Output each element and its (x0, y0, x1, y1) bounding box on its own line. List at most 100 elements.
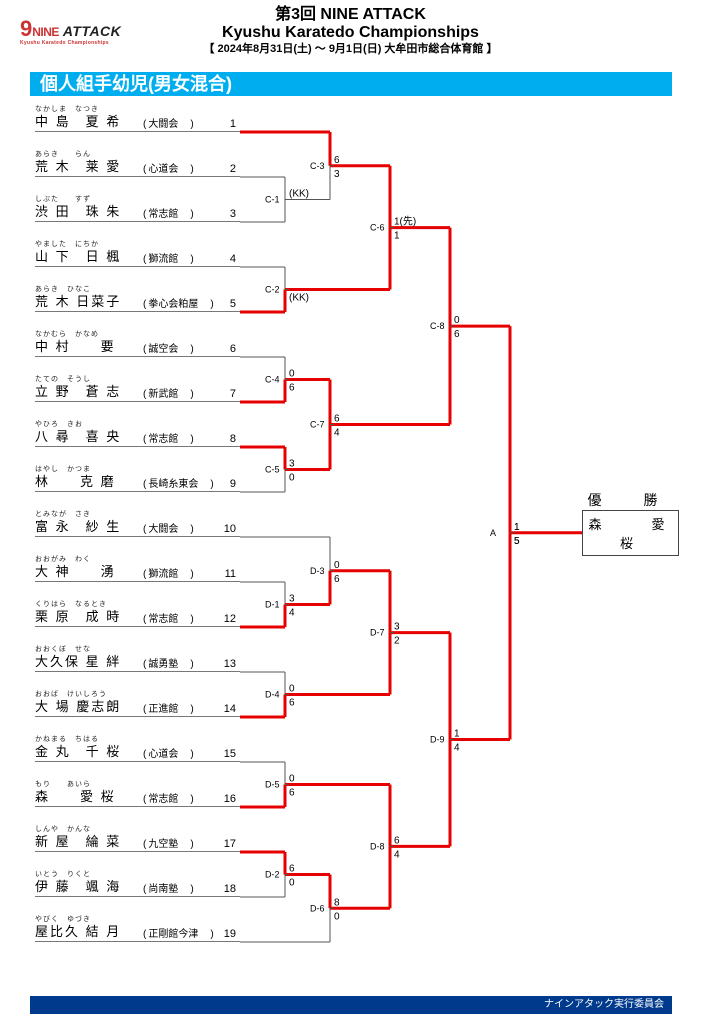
participant-seed: 17 (224, 838, 236, 850)
participant-row: もり あいら森 愛 桜常志館16 (35, 781, 240, 807)
participant-team: 拳心会粕屋 (143, 295, 214, 310)
svg-text:0: 0 (289, 369, 295, 380)
svg-text:6: 6 (394, 835, 400, 846)
participant-seed: 7 (230, 388, 236, 400)
svg-text:4: 4 (394, 849, 400, 860)
svg-text:D-3: D-3 (310, 566, 325, 576)
participant-name: 山 下 日 楓 (35, 246, 121, 265)
svg-text:0: 0 (454, 315, 460, 326)
participant-row: はやし かつま林 克 磨長崎糸東会9 (35, 466, 240, 492)
participant-name: 金 丸 千 桜 (35, 741, 121, 760)
svg-text:6: 6 (289, 788, 295, 799)
svg-text:5: 5 (514, 536, 520, 547)
svg-text:C-4: C-4 (265, 375, 280, 385)
participant-name: 大 場 慶志朗 (35, 696, 121, 715)
participant-name: 屋比久 結 月 (35, 921, 121, 940)
participant-row: かねまる ちはる金 丸 千 桜心道会15 (35, 736, 240, 762)
participant-seed: 14 (224, 703, 236, 715)
participant-row: おおば けいしろう大 場 慶志朗正進館14 (35, 691, 240, 717)
participant-seed: 13 (224, 658, 236, 670)
svg-text:6: 6 (289, 698, 295, 709)
svg-text:5: 5 (514, 536, 520, 547)
svg-text:6: 6 (289, 383, 295, 394)
svg-text:3: 3 (289, 459, 295, 470)
svg-text:A: A (490, 528, 496, 538)
participant-row: おおくぼ せな大久保 星 絆誠勇塾13 (35, 646, 240, 672)
participant-name: 八 尋 喜 央 (35, 426, 121, 445)
svg-text:6: 6 (334, 574, 340, 585)
svg-text:1: 1 (454, 729, 460, 740)
participant-seed: 11 (225, 568, 236, 580)
participant-row: やびく ゆづき屋比久 結 月正剛館今津19 (35, 916, 240, 942)
svg-text:D-8: D-8 (370, 841, 385, 851)
svg-text:0: 0 (334, 560, 340, 571)
participant-row: あらき らん荒 木 莱 愛心道会2 (35, 151, 240, 177)
logo: 9NINE ATTACK Kyushu Karatedo Championshi… (20, 16, 121, 46)
participant-row: とみなが さき富 永 紗 生大闘会10 (35, 511, 240, 537)
participant-seed: 12 (224, 613, 236, 625)
champion-name: 森 愛 桜 (582, 510, 679, 556)
participant-name: 森 愛 桜 (35, 786, 116, 805)
participant-row: なかしま なつき中 島 夏 希大闘会1 (35, 106, 240, 132)
participant-seed: 3 (230, 208, 236, 220)
participant-row: やました にちか山 下 日 楓獅流館4 (35, 241, 240, 267)
svg-text:4: 4 (289, 608, 295, 619)
svg-text:8: 8 (334, 897, 340, 908)
participant-team: 長崎糸東会 (143, 475, 214, 490)
participant-team: 誠空会 (143, 340, 194, 355)
participant-row: あらき ひなこ荒 木 日菜子拳心会粕屋5 (35, 286, 240, 312)
participant-row: なかむら かなめ中 村 要誠空会6 (35, 331, 240, 357)
svg-text:(KK): (KK) (289, 293, 309, 304)
participant-row: おおがみ わく大 神 湧獅流館11 (35, 556, 240, 582)
participant-seed: 15 (224, 748, 236, 760)
participant-seed: 19 (224, 928, 236, 940)
logo-sub: Kyushu Karatedo Championships (20, 40, 121, 46)
participant-row: いとう りくと伊 藤 颯 海尚南塾18 (35, 871, 240, 897)
participant-name: 中 村 要 (35, 336, 116, 355)
participant-name: 中 島 夏 希 (35, 111, 121, 130)
svg-text:D-1: D-1 (265, 600, 280, 610)
participant-name: 林 克 磨 (35, 471, 116, 490)
participant-row: しぶた すず渋 田 珠 朱常志館3 (35, 196, 240, 222)
svg-text:D-5: D-5 (265, 780, 280, 790)
participant-name: 立 野 蒼 志 (35, 381, 121, 400)
svg-text:C-7: C-7 (310, 420, 325, 430)
svg-text:6: 6 (334, 155, 340, 166)
participant-team: 正進館 (143, 700, 194, 715)
participant-row: くりはら なるとき栗 原 成 時常志館12 (35, 601, 240, 627)
participant-team: 獅流館 (143, 250, 194, 265)
participant-name: 伊 藤 颯 海 (35, 876, 121, 895)
participant-seed: 1 (230, 118, 236, 130)
participant-seed: 18 (224, 883, 236, 895)
participant-name: 荒 木 莱 愛 (35, 156, 121, 175)
participant-team: 常志館 (143, 205, 194, 220)
svg-text:6: 6 (454, 329, 460, 340)
svg-text:C-1: C-1 (265, 195, 280, 205)
svg-text:D-2: D-2 (265, 870, 280, 880)
svg-text:C-2: C-2 (265, 285, 280, 295)
participant-team: 常志館 (143, 430, 194, 445)
participant-team: 常志館 (143, 610, 194, 625)
participant-row: やひろ きお八 尋 喜 央常志館8 (35, 421, 240, 447)
champion-title: 優 勝 (582, 490, 677, 510)
participant-team: 獅流館 (143, 565, 194, 580)
participant-seed: 8 (230, 433, 236, 445)
svg-text:C-8: C-8 (430, 321, 445, 331)
svg-text:4: 4 (334, 428, 340, 439)
svg-text:0: 0 (289, 878, 295, 889)
participant-team: 誠勇塾 (143, 655, 194, 670)
logo-attack: ATTACK (63, 23, 121, 39)
participant-team: 正剛館今津 (143, 925, 214, 940)
svg-text:3: 3 (394, 622, 400, 633)
logo-nine: NINE (32, 25, 59, 39)
participant-seed: 5 (230, 298, 236, 310)
participant-row: たての そうし立 野 蒼 志新武館7 (35, 376, 240, 402)
svg-text:6: 6 (289, 864, 295, 875)
participant-seed: 16 (224, 793, 236, 805)
svg-text:0: 0 (289, 684, 295, 695)
svg-text:4: 4 (454, 743, 460, 754)
svg-text:C-3: C-3 (310, 161, 325, 171)
footer: ナインアタック実行委員会 (30, 996, 672, 1014)
participant-team: 大闘会 (143, 520, 194, 535)
participant-seed: 10 (224, 523, 236, 535)
